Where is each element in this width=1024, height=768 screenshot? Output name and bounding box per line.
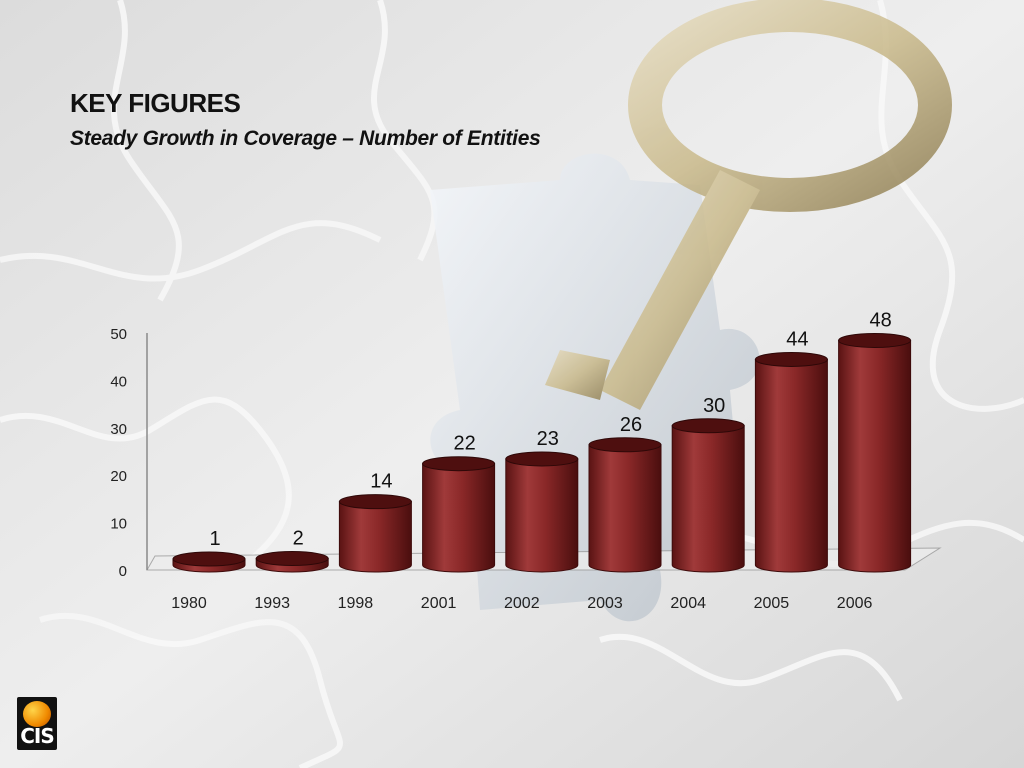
bar-2001 xyxy=(422,463,496,573)
data-label: 2 xyxy=(293,528,304,550)
y-tick-label: 50 xyxy=(110,326,127,343)
bar-top-2002 xyxy=(505,451,579,467)
bar-top-2005 xyxy=(754,351,828,367)
data-label: 44 xyxy=(786,328,808,350)
y-tick-label: 40 xyxy=(110,373,127,390)
bar-top-1980 xyxy=(172,551,246,567)
bar-top-2003 xyxy=(588,437,662,453)
y-tick-label: 20 xyxy=(110,468,127,485)
y-tick-label: 10 xyxy=(110,516,127,533)
data-label: 30 xyxy=(703,395,725,417)
x-tick-label: 2006 xyxy=(837,595,873,612)
bar-top-2006 xyxy=(838,332,912,348)
x-tick-label: 2005 xyxy=(754,595,790,612)
bar-top-2004 xyxy=(671,418,745,434)
data-label: 26 xyxy=(620,414,642,436)
bar-top-1998 xyxy=(338,494,412,510)
bar-2003 xyxy=(588,444,662,573)
x-tick-label: 1993 xyxy=(254,595,290,612)
cis-logo: CIS xyxy=(17,697,57,750)
y-tick-label: 0 xyxy=(119,563,127,580)
bar-2006 xyxy=(838,339,912,573)
slide-subtitle: Steady Growth in Coverage – Number of En… xyxy=(70,127,541,150)
x-tick-label: 2001 xyxy=(421,595,457,612)
bar-top-1993 xyxy=(255,551,329,567)
slide-title: KEY FIGURES xyxy=(70,88,241,118)
data-label: 23 xyxy=(537,428,559,450)
logo-text: CIS xyxy=(20,724,55,748)
globe-icon xyxy=(23,701,51,727)
y-tick-label: 30 xyxy=(110,421,127,438)
data-label: 22 xyxy=(453,433,475,455)
bar-2002 xyxy=(505,458,579,573)
bar-top-2001 xyxy=(422,456,496,472)
bar-2005 xyxy=(754,358,828,573)
data-label: 14 xyxy=(370,471,392,493)
x-tick-label: 2002 xyxy=(504,595,540,612)
x-tick-label: 1980 xyxy=(171,595,207,612)
x-tick-label: 1998 xyxy=(338,595,374,612)
data-label: 48 xyxy=(869,309,891,331)
x-tick-label: 2003 xyxy=(587,595,623,612)
x-tick-label: 2004 xyxy=(670,595,706,612)
bar-2004 xyxy=(671,425,745,573)
bar-1998 xyxy=(338,501,412,573)
data-label: 1 xyxy=(209,528,220,550)
